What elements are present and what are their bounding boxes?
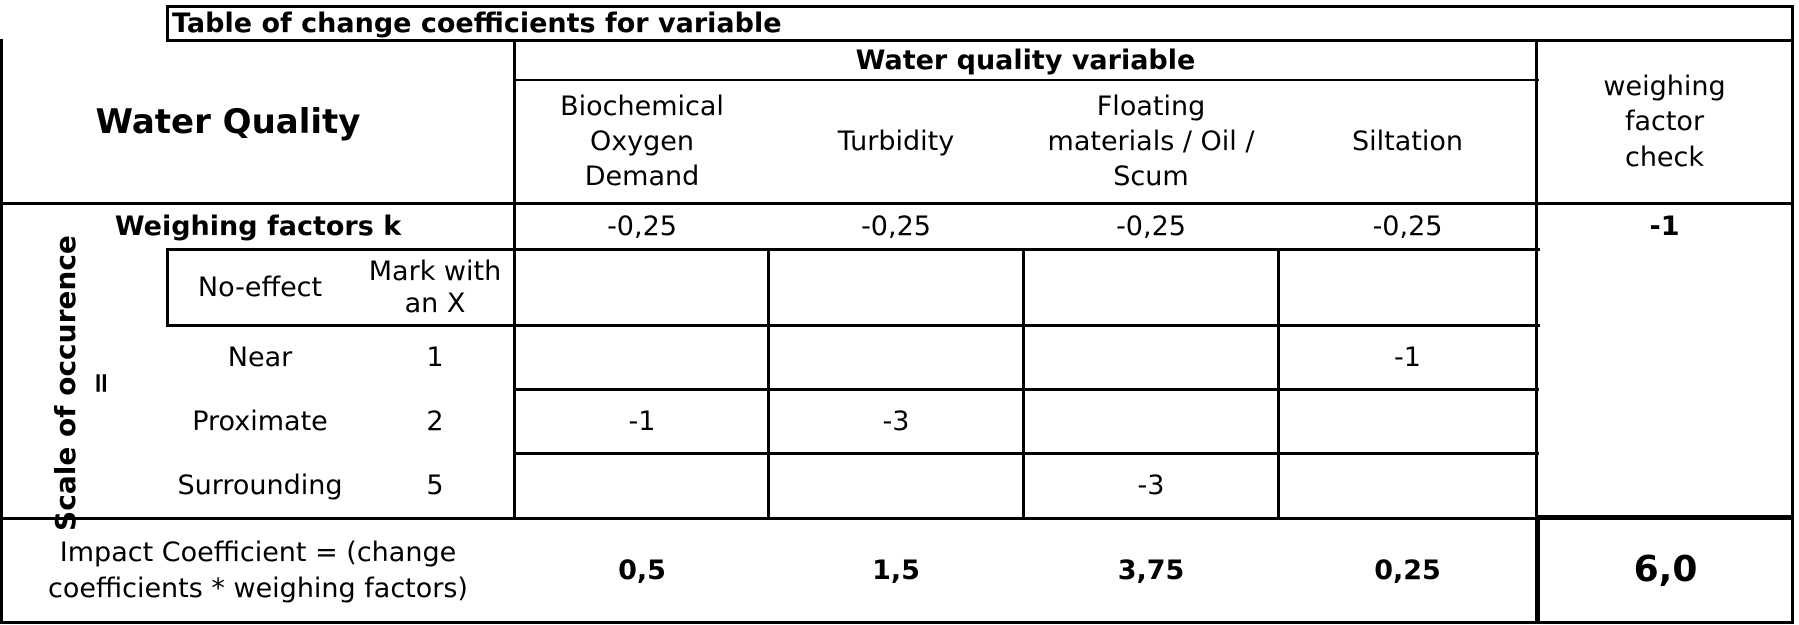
matrix-cell[interactable] bbox=[1025, 327, 1277, 388]
matrix-cell[interactable]: -3 bbox=[1137, 470, 1165, 502]
grid-line bbox=[513, 388, 1539, 391]
matrix-cell[interactable] bbox=[516, 455, 768, 517]
matrix-cell[interactable]: -1 bbox=[1394, 341, 1421, 373]
row-code: 5 bbox=[426, 470, 444, 502]
scale-label: Scale of occurence = bbox=[49, 235, 117, 531]
column-header: Biochemical Oxygen Demand bbox=[560, 90, 724, 193]
matrix-cell[interactable] bbox=[770, 455, 1022, 517]
weights-label: Weighing factors k bbox=[114, 210, 402, 242]
impact-value: 3,75 bbox=[1117, 554, 1185, 586]
table-title: Table of change coefficients for variabl… bbox=[172, 7, 782, 39]
weights-check: -1 bbox=[1649, 210, 1680, 242]
impact-label: Impact Coefficient = (change coefficient… bbox=[48, 537, 468, 604]
column-header: Siltation bbox=[1352, 125, 1463, 157]
matrix-cell[interactable] bbox=[516, 251, 768, 324]
matrix-cell[interactable] bbox=[1280, 391, 1535, 452]
grid-line bbox=[166, 39, 1794, 42]
grid-line bbox=[1535, 515, 1540, 624]
grid-line bbox=[0, 202, 1794, 205]
grid-line bbox=[767, 248, 770, 520]
corner-title: Water Quality bbox=[95, 101, 361, 142]
grid-line bbox=[166, 324, 1540, 327]
impact-total: 6,0 bbox=[1633, 549, 1698, 591]
impact-value: 0,25 bbox=[1374, 554, 1441, 586]
grid-line bbox=[1022, 248, 1025, 520]
group-header: Water quality variable bbox=[855, 44, 1196, 76]
row-label: Near bbox=[227, 341, 293, 373]
row-label: Surrounding bbox=[177, 470, 343, 502]
matrix-cell[interactable] bbox=[1280, 455, 1535, 517]
grid-line bbox=[513, 39, 516, 520]
matrix-cell[interactable] bbox=[1025, 391, 1277, 452]
grid-line bbox=[0, 621, 1794, 624]
matrix-cell[interactable] bbox=[516, 327, 768, 388]
row-code: Mark with an X bbox=[368, 256, 502, 319]
weight-value: -0,25 bbox=[861, 210, 931, 242]
check-header: weighing factor check bbox=[1603, 71, 1726, 173]
weight-value: -0,25 bbox=[607, 210, 677, 242]
matrix-cell[interactable] bbox=[1280, 251, 1535, 324]
grid-line bbox=[0, 517, 1794, 520]
matrix-cell[interactable] bbox=[1025, 251, 1277, 324]
grid-line bbox=[166, 248, 1540, 251]
grid-line bbox=[166, 5, 1794, 8]
matrix-cell[interactable] bbox=[770, 327, 1022, 388]
grid-line bbox=[0, 39, 3, 624]
grid-line bbox=[1535, 39, 1538, 624]
row-label: No-effect bbox=[197, 271, 323, 303]
weight-value: -0,25 bbox=[1116, 210, 1186, 242]
column-header: Floating materials / Oil / Scum bbox=[1047, 90, 1255, 193]
grid-line bbox=[166, 5, 169, 42]
grid-line bbox=[1277, 248, 1280, 520]
row-label: Proximate bbox=[192, 405, 328, 437]
grid-line bbox=[1791, 5, 1794, 624]
impact-value: 1,5 bbox=[872, 554, 920, 586]
grid-line bbox=[513, 452, 1539, 455]
matrix-cell[interactable] bbox=[770, 251, 1022, 324]
column-header: Turbidity bbox=[837, 125, 955, 157]
impact-value: 0,5 bbox=[618, 554, 666, 586]
matrix-cell[interactable]: -1 bbox=[628, 405, 656, 437]
row-code: 2 bbox=[426, 405, 444, 437]
grid-line bbox=[166, 248, 169, 327]
grid-line bbox=[1537, 515, 1794, 520]
grid-line bbox=[513, 79, 1539, 81]
matrix-cell[interactable]: -3 bbox=[882, 405, 910, 437]
row-code: 1 bbox=[426, 341, 444, 373]
weight-value: -0,25 bbox=[1372, 210, 1443, 242]
